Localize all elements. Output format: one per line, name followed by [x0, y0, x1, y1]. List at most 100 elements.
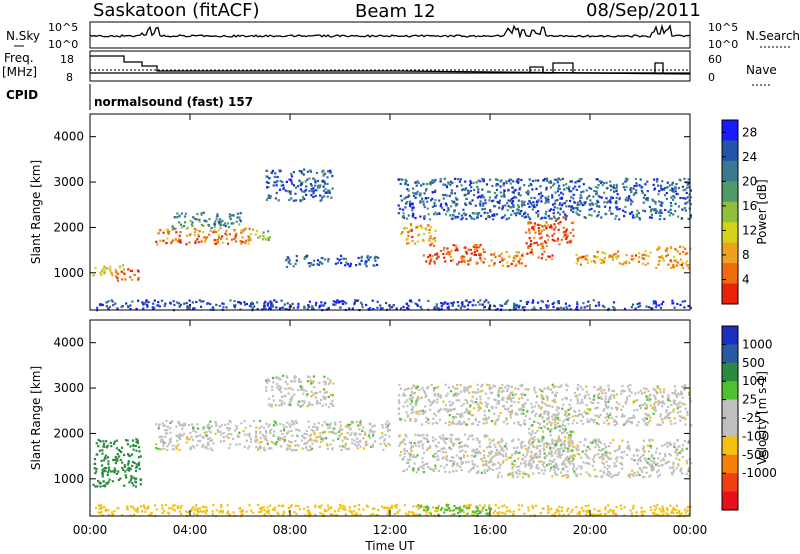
range-gate-cell: [569, 231, 572, 234]
range-gate-cell: [308, 375, 311, 379]
range-gate-cell: [607, 415, 610, 418]
range-gate-cell: [581, 255, 584, 258]
range-gate-cell: [488, 445, 491, 448]
range-gate-cell: [268, 397, 271, 400]
range-gate-cell: [567, 435, 570, 438]
range-gate-cell: [232, 214, 235, 217]
range-gate-cell: [148, 513, 151, 516]
colorbar-swatch: [722, 140, 738, 162]
range-gate-cell: [418, 445, 421, 448]
range-gate-cell: [656, 178, 659, 181]
range-gate-cell: [110, 272, 113, 275]
range-gate-cell: [549, 434, 552, 437]
range-gate-cell: [175, 231, 178, 234]
range-gate-cell: [516, 446, 519, 449]
range-gate-cell: [287, 387, 290, 390]
range-gate-cell: [328, 191, 331, 194]
range-gate-cell: [205, 431, 208, 434]
range-gate-cell: [571, 206, 575, 209]
range-gate-cell: [273, 175, 276, 179]
range-gate-cell: [324, 188, 327, 191]
range-gate-cell: [437, 212, 441, 215]
range-gate-cell: [544, 224, 547, 227]
range-gate-cell: [654, 389, 657, 392]
range-gate-cell: [644, 412, 647, 416]
range-gate-cell: [632, 214, 635, 217]
range-gate-cell: [675, 187, 678, 190]
range-gate-cell: [214, 231, 217, 234]
range-gate-cell: [463, 305, 466, 308]
range-gate-cell: [116, 457, 119, 460]
range-gate-cell: [248, 236, 251, 239]
data-band: [115, 268, 140, 282]
range-gate-cell: [434, 438, 437, 441]
range-gate-cell: [217, 229, 220, 232]
range-gate-cell: [576, 452, 579, 455]
data-band: [397, 383, 693, 427]
range-gate-cell: [228, 213, 231, 216]
range-gate-cell: [262, 426, 266, 429]
range-gate-cell: [437, 255, 440, 258]
range-gate-cell: [275, 184, 278, 187]
range-gate-cell: [488, 409, 491, 412]
range-gate-cell: [648, 306, 651, 309]
range-gate-cell: [455, 247, 458, 250]
range-gate-cell: [106, 471, 109, 474]
range-gate-cell: [326, 423, 329, 426]
range-gate-cell: [373, 424, 376, 427]
range-gate-cell: [628, 195, 631, 198]
range-gate-cell: [552, 305, 555, 309]
range-gate-cell: [633, 472, 636, 475]
range-gate-cell: [134, 480, 137, 483]
range-gate-cell: [467, 460, 470, 463]
range-gate-cell: [471, 304, 474, 307]
range-gate-cell: [531, 424, 534, 427]
range-gate-cell: [602, 409, 605, 412]
range-gate-cell: [285, 259, 288, 262]
range-gate-cell: [407, 452, 410, 455]
range-gate-cell: [551, 254, 554, 257]
range-gate-cell: [584, 438, 587, 441]
range-gate-cell: [576, 415, 579, 418]
range-gate-cell: [448, 423, 451, 426]
range-gate-cell: [464, 450, 467, 453]
range-gate-cell: [624, 422, 627, 425]
range-gate-cell: [400, 199, 403, 202]
range-gate-cell: [681, 449, 684, 452]
range-gate-cell: [497, 461, 500, 464]
range-gate-cell: [556, 406, 559, 409]
range-gate-cell: [518, 465, 521, 468]
range-gate-cell: [440, 437, 443, 440]
range-gate-cell: [220, 433, 223, 436]
range-gate-cell: [178, 305, 181, 308]
range-gate-cell: [483, 305, 486, 308]
range-gate-cell: [319, 511, 322, 514]
y-tick-label: 3000: [53, 175, 84, 189]
range-gate-cell: [398, 394, 401, 397]
range-gate-cell: [537, 440, 540, 443]
range-gate-cell: [502, 396, 505, 399]
range-gate-cell: [383, 439, 386, 442]
range-gate-cell: [476, 471, 479, 474]
range-gate-cell: [565, 397, 569, 400]
range-gate-cell: [213, 229, 216, 232]
range-gate-cell: [507, 385, 510, 388]
range-gate-cell: [320, 301, 323, 304]
range-gate-cell: [534, 391, 537, 394]
range-gate-cell: [464, 213, 468, 216]
range-gate-cell: [594, 454, 597, 457]
range-gate-cell: [523, 200, 526, 203]
range-gate-cell: [94, 472, 97, 475]
range-gate-cell: [560, 463, 564, 466]
range-gate-cell: [234, 236, 237, 239]
range-gate-cell: [472, 422, 475, 425]
range-gate-cell: [514, 307, 518, 310]
range-gate-cell: [452, 415, 455, 419]
range-gate-cell: [650, 456, 653, 459]
range-gate-cell: [308, 434, 311, 437]
range-gate-cell: [579, 263, 582, 266]
range-gate-cell: [474, 417, 477, 420]
range-gate-cell: [557, 468, 560, 471]
range-gate-cell: [397, 399, 400, 402]
range-gate-cell: [348, 506, 351, 509]
